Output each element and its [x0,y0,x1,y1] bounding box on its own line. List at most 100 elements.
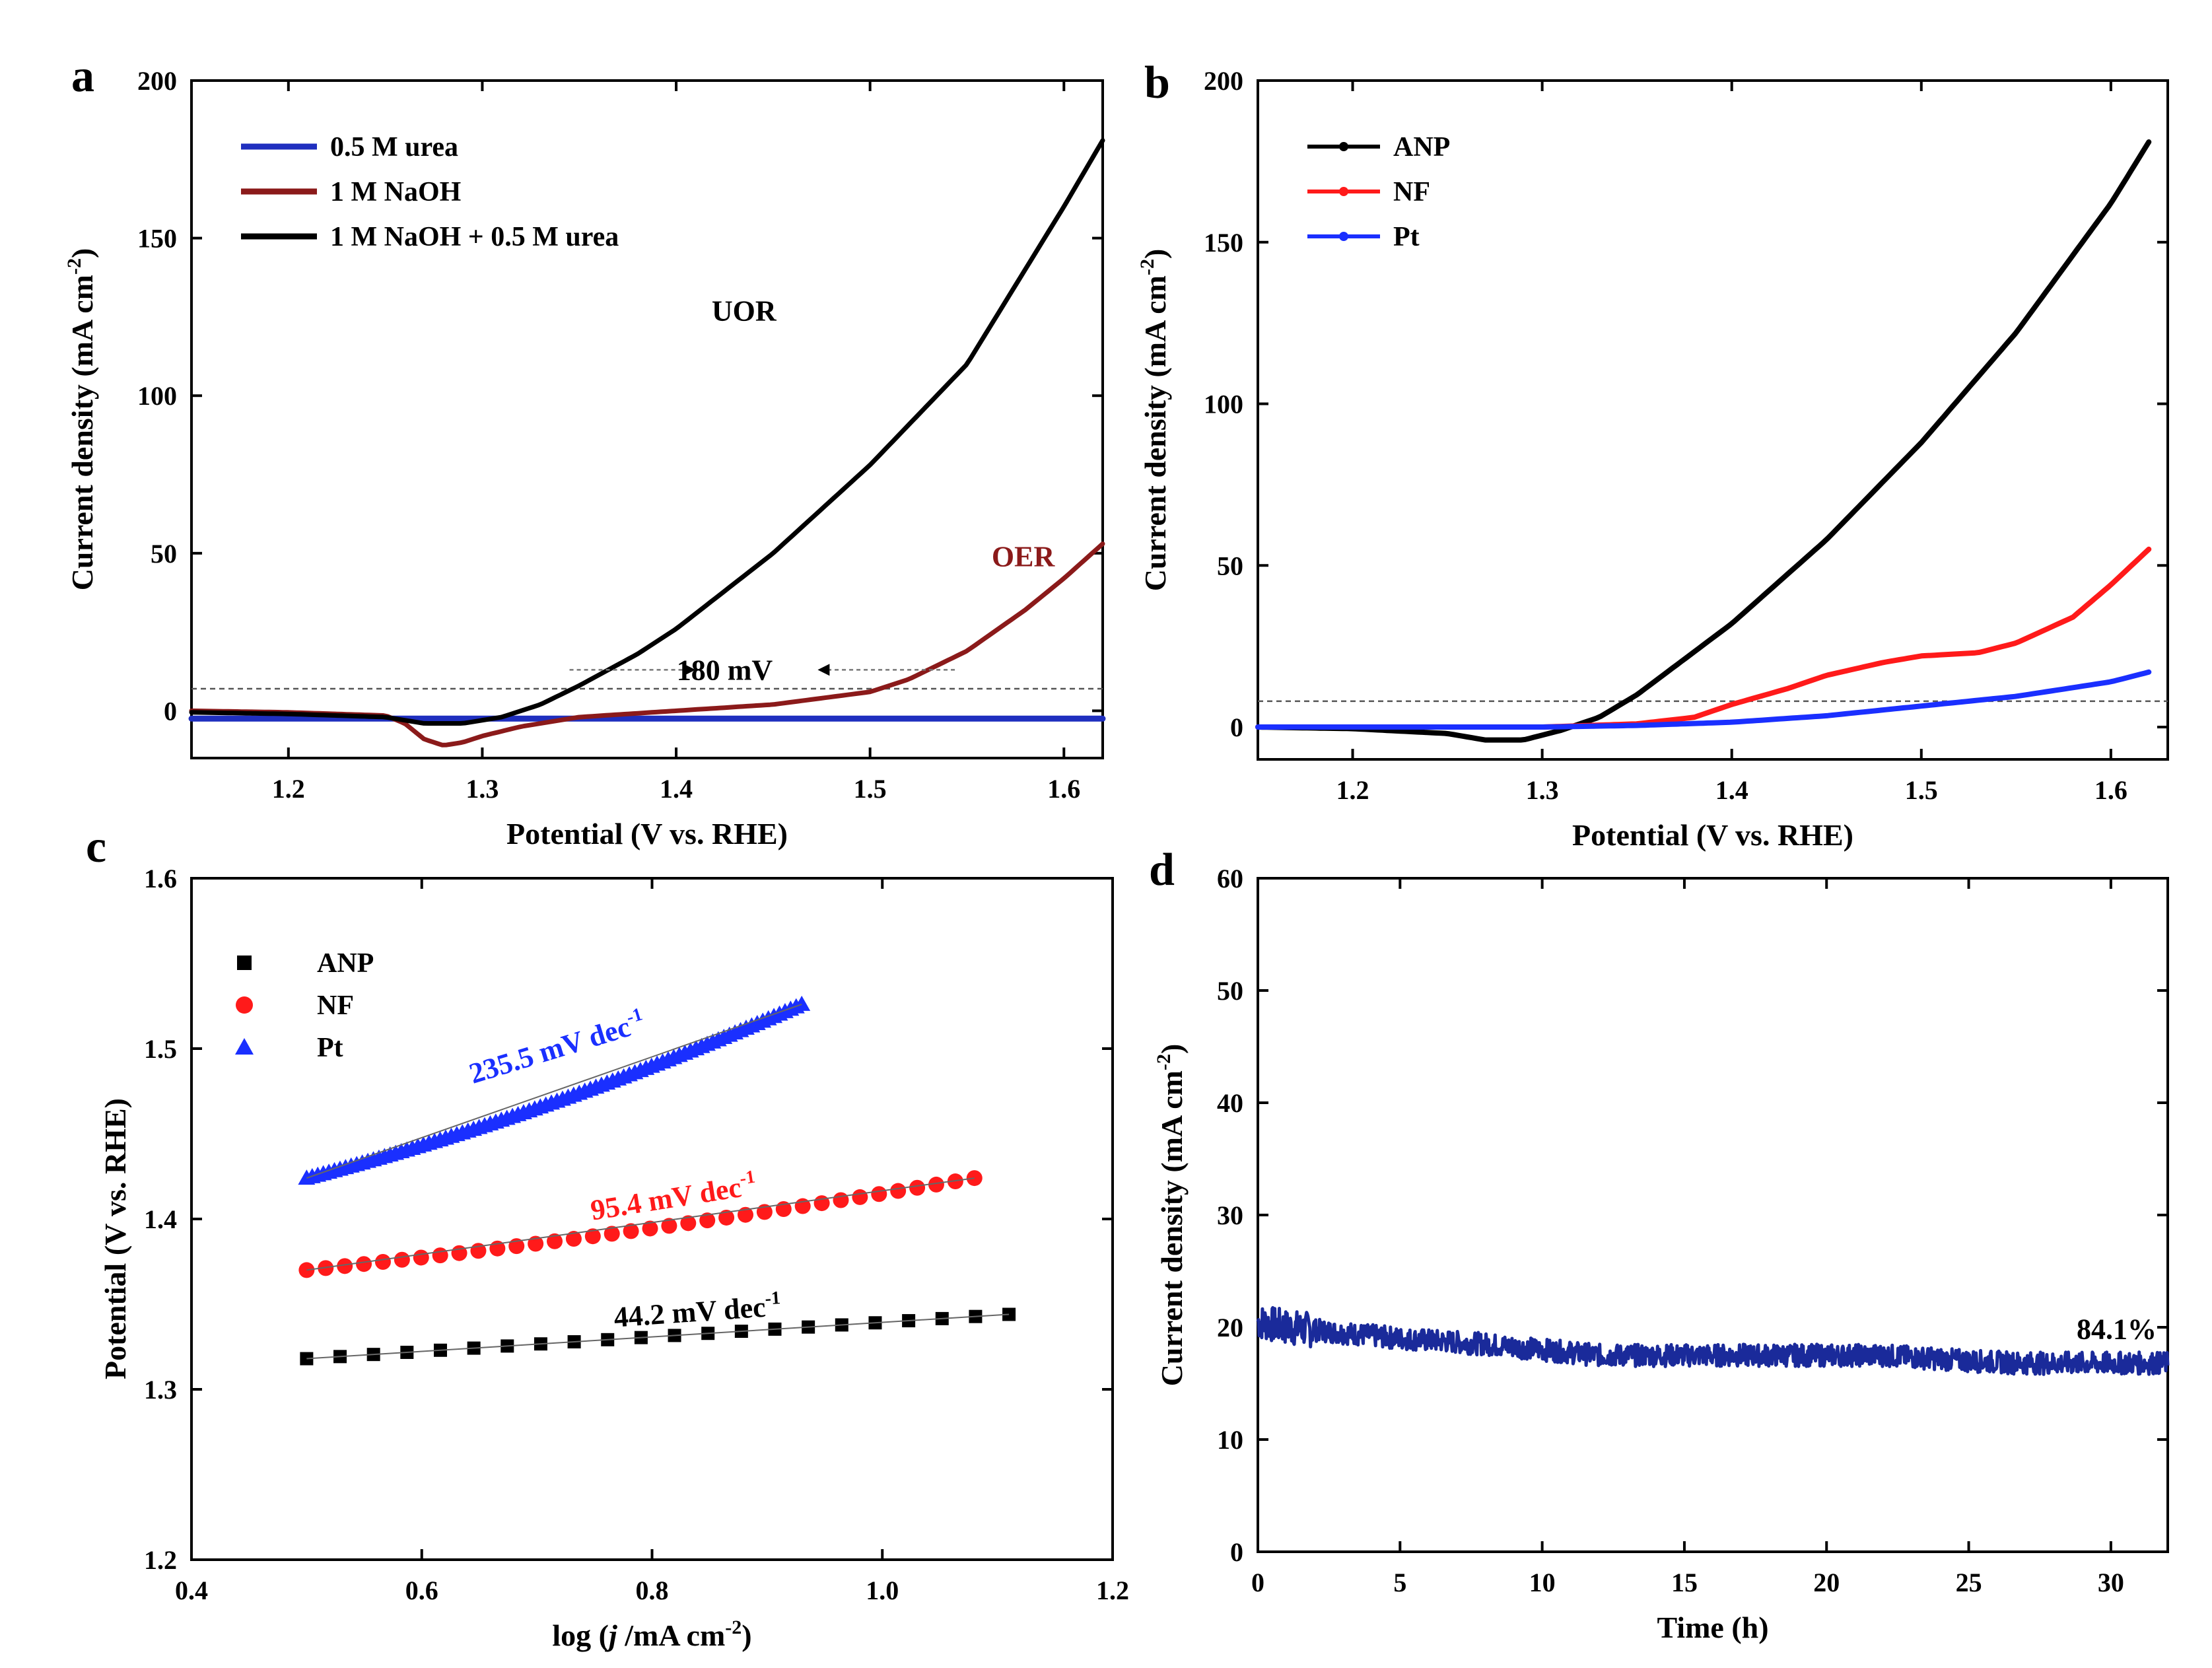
series-line-b-1 [1255,546,2152,730]
y-axis-label-c: Potential (V vs. RHE) [98,1098,132,1379]
series-line-b-0 [1255,139,2152,743]
y-axis-label-main-b: Current density (mA cm [1138,275,1172,591]
x-tick-label-b-3: 1.5 [1905,775,1938,805]
x-axis-label-main-c: /mA cm [617,1618,726,1652]
y-axis-label-d: Current density (mA cm-2) [1153,1044,1189,1387]
x-tick-label-d-2: 10 [1529,1568,1556,1597]
y-tick-label-d-5: 50 [1217,976,1243,1006]
x-tick-label-d-0: 0 [1251,1568,1264,1597]
marker-c-1-3 [356,1256,372,1272]
x-axis-label-a: Potential (V vs. RHE) [506,817,788,851]
series-line-d-0 [1256,1305,2170,1376]
y-tick-label-c-3: 1.5 [144,1034,177,1064]
y-tick-label-c-4: 1.6 [144,864,177,893]
x-tick-label-c-2: 0.8 [636,1576,669,1605]
marker-c-2-89 [793,995,811,1011]
y-tick-label-a-4: 200 [137,66,177,96]
marker-c-1-32 [909,1179,926,1196]
x-axis-label-b: Potential (V vs. RHE) [1572,818,1853,852]
y-axis-label-sup-d: -2 [1153,1054,1175,1070]
series-line-a-2 [189,138,1105,726]
y-axis-label-end-d: ) [1155,1044,1189,1054]
x-axis-label-sup-c: -2 [725,1616,742,1638]
annotation-d-0: 84.1% [2077,1313,2157,1345]
x-tick-label-b-0: 1.2 [1336,775,1369,805]
x-tick-label-a-2: 1.4 [660,774,693,804]
legend-label-a-2: 1 M NaOH + 0.5 M urea [330,222,619,252]
x-axis-label-pre-c: log ( [552,1618,609,1652]
x-axis-label-d: Time (h) [1657,1611,1768,1644]
marker-c-1-17 [623,1223,639,1239]
y-axis-label-sup-b: -2 [1136,259,1158,275]
panel-letter-a: a [71,51,94,102]
panel-letter-c: c [86,821,106,872]
x-tick-label-d-3: 15 [1671,1568,1698,1597]
marker-c-1-7 [432,1247,448,1264]
marker-c-1-33 [928,1176,944,1193]
x-tick-label-a-0: 1.2 [272,774,305,804]
marker-c-1-30 [871,1186,887,1202]
x-tick-label-d-1: 5 [1393,1568,1406,1597]
x-tick-label-c-3: 1.0 [866,1576,899,1605]
y-tick-label-b-4: 200 [1204,66,1243,96]
legend-label-b-0: ANP [1393,132,1450,162]
y-tick-label-d-1: 10 [1217,1425,1243,1455]
y-axis-label-a: Current density (mA cm-2) [63,248,99,591]
annotation-a-2: 180 mV [677,654,773,686]
y-axis-label-main-a: Current density (mA cm [65,275,99,590]
plot-frame-d [1257,877,2169,1553]
y-axis-label-b: Current density (mA cm-2) [1136,249,1172,592]
annotation-a-1: OER [992,541,1056,573]
fit-line-c-2 [306,1003,802,1179]
x-tick-label-b-4: 1.6 [2094,775,2127,805]
marker-c-1-15 [584,1228,601,1245]
y-tick-label-d-6: 60 [1217,864,1243,893]
marker-c-1-28 [833,1192,849,1208]
legend-marker-c-1 [236,996,253,1014]
panel-b-chart: 1.2 1.3 1.4 1.5 1.6 0 50 100 150 200 ANP NF Pt Potent… [1136,66,2169,852]
marker-c-1-22 [718,1209,735,1226]
marker-c-1-5 [394,1251,410,1268]
x-tick-label-b-2: 1.4 [1715,775,1748,805]
x-tick-label-d-4: 20 [1813,1568,1840,1597]
legend-label-b-1: NF [1393,177,1430,207]
legend-label-c-0: ANP [317,948,374,979]
y-axis-label-end-a: ) [65,248,99,258]
marker-c-1-4 [374,1254,391,1270]
y-tick-label-d-4: 40 [1217,1088,1243,1118]
y-tick-label-a-2: 100 [137,381,177,411]
legend-marker-c-2 [235,1038,254,1055]
marker-c-1-29 [852,1189,868,1205]
y-tick-label-c-0: 1.2 [144,1545,177,1575]
fit-line-c-1 [306,1177,975,1271]
x-tick-label-a-1: 1.3 [466,774,499,804]
x-tick-label-c-0: 0.4 [175,1576,208,1605]
y-tick-label-b-2: 100 [1204,390,1243,419]
marker-c-1-6 [413,1249,429,1266]
arrow-right-head-a [817,664,830,676]
marker-c-1-8 [451,1245,467,1261]
plot-frame-b [1257,79,2169,761]
legend-marker-c-0 [237,956,252,970]
marker-c-1-20 [680,1215,697,1232]
panel-a-chart: 1.2 1.3 1.4 1.5 1.6 0 50 100 150 200 UOR OER 180 mV 0… [63,66,1106,851]
marker-c-1-18 [642,1220,658,1237]
y-tick-label-b-0: 0 [1230,712,1243,742]
y-tick-label-a-3: 150 [137,224,177,254]
marker-c-1-21 [699,1212,716,1229]
panel-letter-b: b [1144,57,1170,108]
y-tick-label-a-0: 0 [164,696,177,726]
y-axis-label-sup-a: -2 [63,258,85,275]
marker-c-1-27 [813,1195,830,1212]
legend-marker-b-2 [1339,232,1348,241]
series-line-b-2 [1255,669,2152,730]
y-tick-label-d-0: 0 [1230,1537,1243,1567]
x-tick-label-a-4: 1.6 [1047,774,1080,804]
legend-label-c-2: Pt [317,1033,343,1063]
y-tick-label-d-3: 30 [1217,1200,1243,1230]
marker-c-1-23 [737,1206,753,1223]
x-tick-label-d-5: 25 [1956,1568,1982,1597]
marker-c-1-12 [528,1235,544,1252]
